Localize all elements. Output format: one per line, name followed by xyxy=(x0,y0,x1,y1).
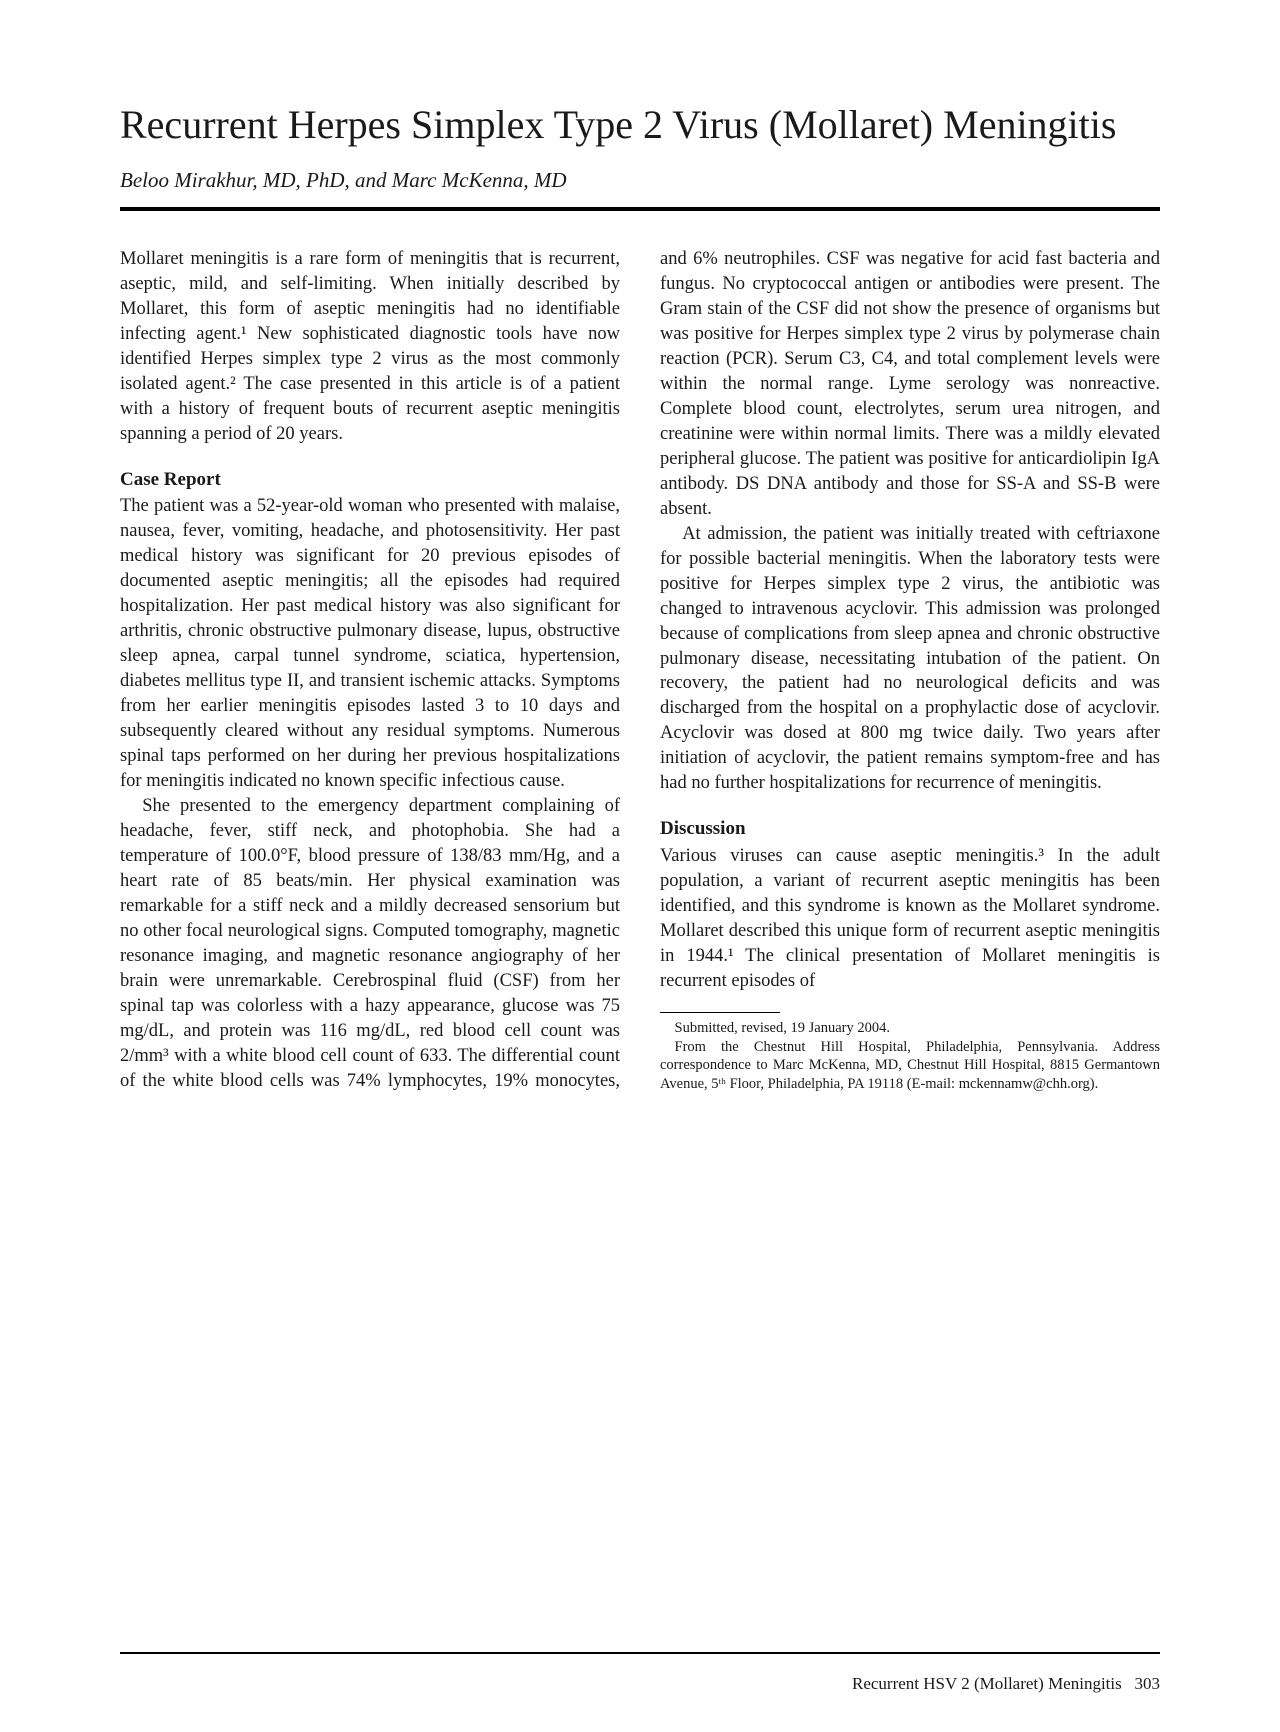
footnote-separator xyxy=(660,1012,780,1013)
article-title: Recurrent Herpes Simplex Type 2 Virus (M… xyxy=(120,100,1160,150)
heading-case-report: Case Report xyxy=(120,467,620,493)
footnote-affiliation: From the Chestnut Hill Hospital, Philade… xyxy=(660,1038,1160,1095)
case-paragraph-3: At admission, the patient was initially … xyxy=(660,522,1160,797)
article-authors: Beloo Mirakhur, MD, PhD, and Marc McKenn… xyxy=(120,168,1160,193)
body-columns: Mollaret meningitis is a rare form of me… xyxy=(120,247,1160,1094)
running-head: Recurrent HSV 2 (Mollaret) Meningitis xyxy=(852,1674,1122,1693)
footnote-submitted: Submitted, revised, 19 January 2004. xyxy=(660,1019,1160,1038)
case-paragraph-1: The patient was a 52-year-old woman who … xyxy=(120,494,620,794)
footer-rule xyxy=(120,1652,1160,1654)
page-footer: Recurrent HSV 2 (Mollaret) Meningitis 30… xyxy=(852,1674,1160,1694)
page-number: 303 xyxy=(1135,1674,1161,1693)
heading-discussion: Discussion xyxy=(660,816,1160,842)
title-rule xyxy=(120,207,1160,211)
intro-paragraph: Mollaret meningitis is a rare form of me… xyxy=(120,247,620,447)
discussion-paragraph-1: Various viruses can cause aseptic mening… xyxy=(660,844,1160,994)
